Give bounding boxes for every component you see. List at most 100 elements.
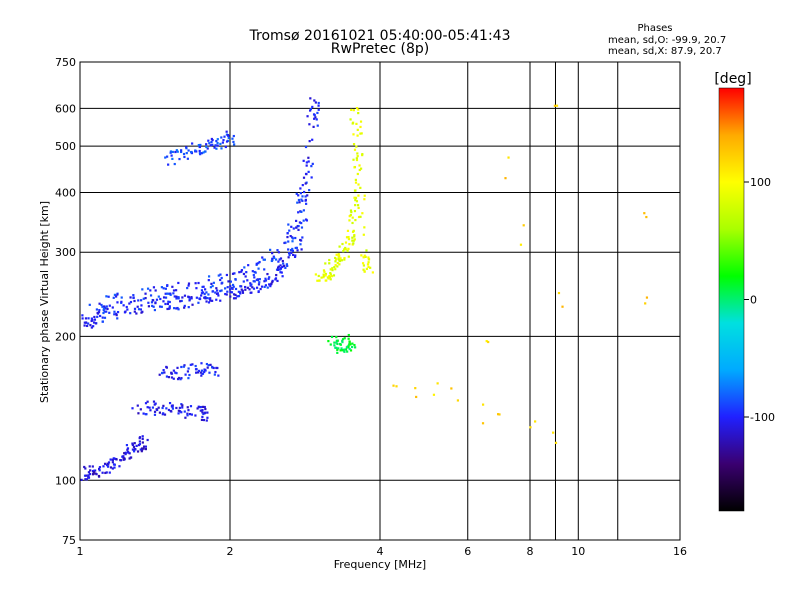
x-tick-label: 6 (464, 545, 471, 558)
echo-point (267, 277, 270, 280)
echo-point (284, 266, 287, 270)
x-tick-label: 16 (673, 545, 687, 558)
echo-point (137, 308, 141, 311)
echo-point (358, 164, 361, 167)
echo-point (349, 209, 353, 212)
echo-point (83, 324, 86, 327)
echo-point (200, 152, 204, 155)
y-tick-label: 300 (55, 246, 76, 259)
echo-point (288, 229, 291, 232)
echo-point (337, 257, 340, 261)
echo-point (211, 290, 215, 293)
echo-point (252, 287, 256, 290)
echo-point (92, 469, 96, 472)
y-tick-label: 750 (55, 56, 76, 69)
echo-point (358, 168, 361, 172)
echo-point (198, 297, 202, 300)
echo-point (190, 297, 193, 300)
echo-point (344, 241, 348, 244)
echo-point (191, 303, 194, 306)
echo-point (293, 255, 297, 259)
echo-point (297, 194, 300, 197)
echo-point (273, 256, 276, 260)
echo-point (129, 456, 133, 459)
echo-point (247, 264, 250, 267)
echo-point (128, 302, 131, 305)
echo-point (234, 287, 238, 291)
echo-point (171, 407, 174, 410)
echo-point (166, 292, 169, 295)
echo-point (221, 141, 224, 144)
echo-point (116, 310, 120, 314)
echo-point (174, 371, 177, 374)
x-tick-label: 4 (377, 545, 384, 558)
echo-point (277, 251, 281, 254)
echo-point (295, 192, 298, 195)
echo-point (196, 407, 199, 410)
echo-point (352, 133, 355, 136)
echo-point (173, 307, 176, 310)
echo-point (113, 463, 116, 466)
x-axis-label: Frequency [MHz] (334, 558, 426, 571)
echo-point (216, 292, 219, 295)
echo-point (205, 291, 208, 294)
echo-point (337, 254, 340, 258)
echo-point (197, 281, 200, 285)
echo-point (432, 393, 436, 396)
echo-point (98, 469, 101, 472)
echo-point (255, 286, 259, 289)
y-axis-label: Stationary phase Virtual Height [km] (38, 201, 51, 403)
echo-point (154, 289, 157, 292)
echo-point (188, 412, 192, 416)
echo-point (168, 401, 172, 405)
echo-point (166, 284, 169, 288)
echo-point (257, 262, 260, 265)
echo-point (314, 101, 317, 104)
echo-point (335, 253, 338, 256)
echo-point (187, 284, 190, 287)
echo-point (166, 302, 169, 306)
echo-point (186, 412, 189, 415)
echo-point (220, 147, 223, 150)
echo-point (194, 282, 197, 285)
echo-point (308, 140, 311, 143)
echo-point (351, 230, 355, 233)
echo-point (123, 452, 126, 455)
echo-point (287, 248, 290, 251)
echo-point (200, 418, 204, 421)
echo-point (105, 295, 108, 298)
colorbar-unit-label: [deg] (714, 71, 751, 87)
echo-point (168, 306, 171, 309)
echo-point (450, 387, 453, 390)
echo-point (290, 225, 293, 228)
echo-point (534, 420, 537, 423)
echo-point (264, 277, 267, 280)
echo-point (210, 282, 213, 285)
echo-point (279, 267, 283, 270)
echo-point (217, 374, 220, 377)
echo-point (351, 216, 354, 219)
echo-point (277, 260, 280, 263)
phases-box-title: Phases (637, 23, 672, 34)
echo-point (197, 301, 200, 304)
echo-point (138, 440, 141, 443)
echo-point (220, 289, 223, 292)
echo-point (134, 448, 137, 451)
echo-point (351, 122, 354, 125)
echo-point (253, 276, 256, 279)
echo-point (257, 290, 260, 293)
echo-point (101, 305, 104, 308)
echo-point (136, 305, 139, 308)
echo-point (317, 108, 320, 111)
echo-point (144, 292, 147, 295)
echo-point (179, 378, 182, 381)
echo-point (355, 107, 359, 110)
echo-point (176, 377, 180, 381)
echo-point (318, 279, 321, 282)
echo-point (301, 199, 304, 202)
echo-point (207, 364, 210, 367)
echo-point (226, 133, 230, 137)
echo-point (216, 138, 219, 141)
echo-point (303, 190, 306, 194)
echo-point (329, 268, 332, 271)
